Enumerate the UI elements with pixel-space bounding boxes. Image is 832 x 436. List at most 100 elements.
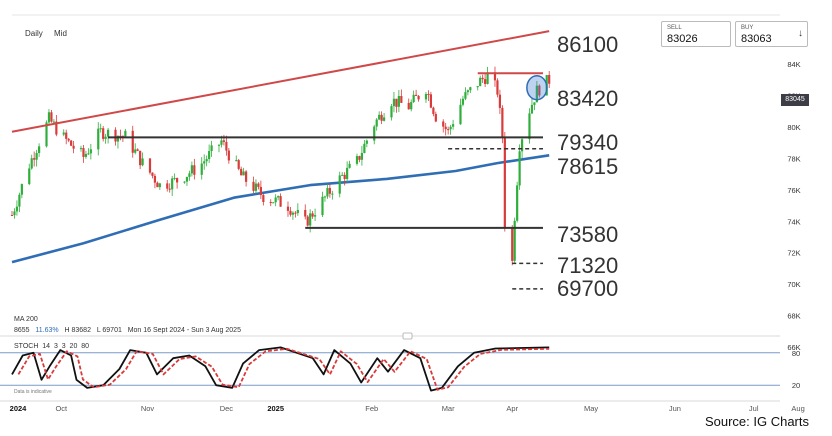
candle xyxy=(481,74,484,84)
ma200-path xyxy=(11,154,550,264)
sell-button[interactable]: SELL 83026 xyxy=(661,21,731,47)
candle xyxy=(55,115,58,137)
grid xyxy=(0,14,780,402)
candle xyxy=(168,183,171,193)
candle xyxy=(121,135,124,143)
candle xyxy=(444,123,447,136)
candle xyxy=(424,92,428,103)
disclaimer: Data is indicative xyxy=(14,389,52,395)
candle xyxy=(382,113,386,122)
candle xyxy=(99,123,102,133)
candle xyxy=(193,158,196,180)
candle xyxy=(449,124,452,135)
candle xyxy=(469,86,472,94)
candle xyxy=(269,199,272,207)
candle xyxy=(205,155,208,167)
candle xyxy=(511,225,514,266)
candle xyxy=(185,176,189,186)
candle xyxy=(200,157,203,180)
candle xyxy=(190,161,193,177)
candle xyxy=(286,201,290,217)
candle xyxy=(240,166,243,176)
time-tick-2024: 2024 xyxy=(10,404,28,413)
candle xyxy=(328,184,331,198)
stochastic-panel: 80 20 xyxy=(0,346,800,392)
candle xyxy=(141,152,144,167)
candle xyxy=(323,195,327,202)
candle xyxy=(451,119,455,130)
source-credit: Source: IG Charts xyxy=(704,414,809,429)
stoch-label: STOCH 14 3 3 20 80 xyxy=(14,343,90,350)
price-tick-70K: 70K xyxy=(787,280,800,289)
price-tick-68K: 68K xyxy=(787,312,800,321)
candle xyxy=(153,173,157,189)
buy-button[interactable]: BUY 83063 ↓ xyxy=(735,21,808,47)
candle xyxy=(363,139,366,154)
candle xyxy=(417,95,420,102)
candle xyxy=(498,89,502,115)
candle xyxy=(47,109,51,125)
candle xyxy=(148,158,152,175)
candle xyxy=(131,125,134,158)
candle xyxy=(434,111,437,123)
candle xyxy=(139,150,142,170)
sell-label: SELL xyxy=(667,25,682,31)
stoch-d-line xyxy=(17,347,550,391)
candle xyxy=(516,181,519,223)
timeframe-daily[interactable]: Daily xyxy=(25,29,43,38)
candle xyxy=(348,160,351,169)
candle xyxy=(244,170,248,187)
candle xyxy=(84,150,88,159)
candle xyxy=(407,98,410,110)
candle xyxy=(306,215,309,227)
time-tick-Aug: Aug xyxy=(791,404,804,413)
candle xyxy=(254,179,258,194)
candle xyxy=(358,155,361,163)
stoch-level-label-20: 20 xyxy=(792,381,800,390)
arrow-down-icon[interactable]: ↓ xyxy=(798,28,803,39)
highlight-ellipse xyxy=(526,74,548,101)
candle xyxy=(400,89,403,104)
candle xyxy=(535,81,538,103)
candle xyxy=(10,211,14,216)
candle xyxy=(476,86,479,91)
candle xyxy=(166,180,169,192)
candle xyxy=(38,143,41,157)
stoch-level-label-80: 80 xyxy=(792,349,800,358)
price-tick-78K: 78K xyxy=(787,154,800,163)
panel-resize-handle[interactable] xyxy=(402,332,413,340)
current-price-tag: 83045 xyxy=(781,94,809,106)
candle xyxy=(259,180,262,200)
candle xyxy=(67,137,70,143)
candle xyxy=(65,129,68,145)
candle xyxy=(188,170,191,181)
indicator-stats: 8655 11.63% H 83682 L 69701 Mon 16 Sept … xyxy=(14,327,241,334)
candle xyxy=(392,91,396,113)
candle xyxy=(378,111,381,121)
stat-points: 8655 xyxy=(14,327,30,334)
candle xyxy=(528,108,531,144)
level-label-73580: 73580 xyxy=(557,222,618,247)
candle xyxy=(262,193,265,206)
candle xyxy=(87,148,90,155)
buy-price: 83063 xyxy=(741,33,772,45)
time-tick-Mar: Mar xyxy=(442,404,455,413)
candle xyxy=(136,148,139,152)
timeframe-mid[interactable]: Mid xyxy=(54,29,67,38)
candle xyxy=(461,95,465,107)
candle xyxy=(227,147,230,164)
candle xyxy=(62,129,65,137)
time-tick-Jun: Jun xyxy=(669,404,681,413)
candle xyxy=(346,161,349,183)
candle xyxy=(225,135,228,156)
level-label-78615: 78615 xyxy=(557,154,618,179)
candle xyxy=(296,203,299,216)
candle xyxy=(252,176,255,194)
candle xyxy=(496,78,499,98)
candle xyxy=(30,154,33,170)
price-tick-66K: 66K xyxy=(787,343,800,352)
candle xyxy=(309,209,312,233)
candle xyxy=(503,132,506,232)
candle xyxy=(210,140,213,157)
